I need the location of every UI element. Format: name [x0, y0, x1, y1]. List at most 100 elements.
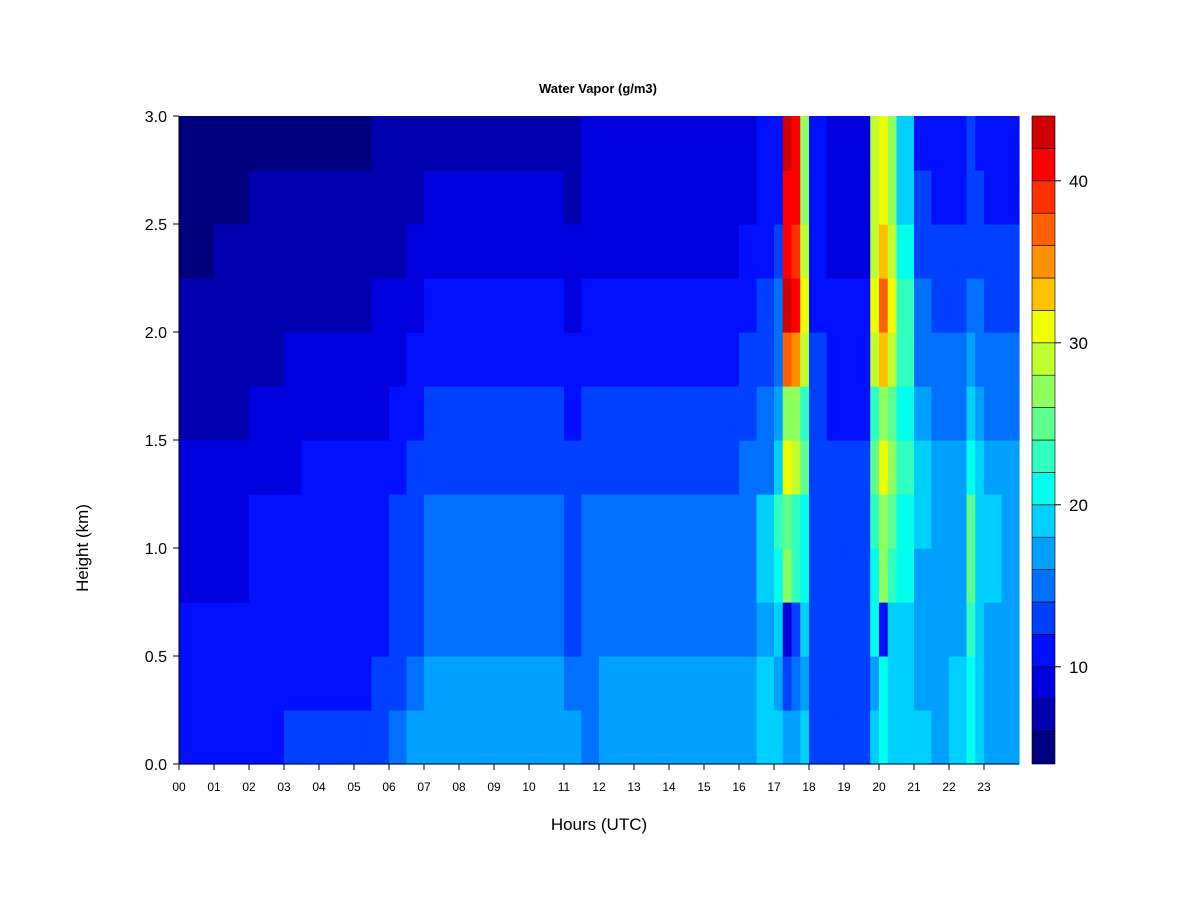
heatmap-cell	[389, 656, 408, 711]
heatmap-cell	[301, 278, 320, 333]
heatmap-cell	[721, 548, 740, 603]
heatmap-cell	[179, 170, 198, 225]
heatmap-cell	[406, 602, 425, 657]
heatmap-cell	[651, 440, 670, 495]
heatmap-cell	[887, 332, 898, 387]
heatmap-cell	[179, 494, 198, 549]
heatmap-cell	[424, 224, 443, 279]
heatmap-cell	[284, 656, 303, 711]
colorbar-segment	[1031, 180, 1056, 214]
heatmap-cell	[914, 224, 933, 279]
heatmap-cell	[782, 440, 793, 495]
heatmap-cell	[896, 440, 915, 495]
heatmap-cell	[441, 710, 460, 765]
heatmap-cell	[564, 602, 583, 657]
heatmap-cell	[949, 440, 968, 495]
heatmap-cell	[756, 602, 775, 657]
heatmap-cell	[914, 656, 933, 711]
heatmap-cell	[809, 548, 828, 603]
heatmap-cell	[914, 170, 933, 225]
heatmap-cell	[704, 116, 723, 171]
heatmap-cell	[284, 116, 303, 171]
heatmap-cell	[196, 494, 215, 549]
heatmap-cell	[319, 656, 338, 711]
heatmap-cell	[389, 710, 408, 765]
heatmap-cell	[984, 116, 1003, 171]
heatmap-cell	[266, 224, 285, 279]
heatmap-cell	[739, 332, 758, 387]
heatmap-cell	[231, 440, 250, 495]
heatmap-cell	[949, 224, 968, 279]
heatmap-cell	[791, 656, 801, 711]
heatmap-cell	[984, 656, 1003, 711]
heatmap-cell	[511, 656, 530, 711]
heatmap-cell	[476, 548, 495, 603]
heatmap-cell	[284, 170, 303, 225]
heatmap-cell	[459, 278, 478, 333]
heatmap-cell	[284, 494, 303, 549]
heatmap-cell	[599, 332, 618, 387]
heatmap-cell	[887, 170, 898, 225]
heatmap-cell	[686, 494, 705, 549]
heatmap-cell	[406, 332, 425, 387]
heatmap-cell	[887, 548, 898, 603]
heatmap-cell	[301, 656, 320, 711]
heatmap-cell	[879, 602, 889, 657]
heatmap-cell	[879, 494, 889, 549]
heatmap-cell	[826, 710, 845, 765]
heatmap-cell	[984, 710, 1003, 765]
heatmap-cell	[826, 278, 845, 333]
heatmap-cell	[179, 656, 198, 711]
y-tick-label: 2.0	[145, 325, 167, 342]
heatmap-cell	[721, 656, 740, 711]
heatmap-cell	[721, 116, 740, 171]
heatmap-cell	[651, 278, 670, 333]
heatmap-cell	[896, 170, 915, 225]
heatmap-cell	[336, 548, 355, 603]
heatmap-cell	[809, 494, 828, 549]
heatmap-cell	[231, 170, 250, 225]
heatmap-cell	[564, 386, 583, 441]
heatmap-cell	[494, 386, 513, 441]
heatmap-cell	[284, 602, 303, 657]
x-tick-label: 17	[767, 780, 781, 794]
heatmap-cell	[616, 602, 635, 657]
heatmap-cell	[800, 602, 810, 657]
heatmap-cell	[809, 224, 828, 279]
heatmap-cell	[634, 116, 653, 171]
heatmap-cell	[354, 332, 373, 387]
heatmap-cell	[616, 278, 635, 333]
heatmap-cell	[336, 170, 355, 225]
heatmap-cell	[564, 548, 583, 603]
heatmap-cell	[739, 656, 758, 711]
y-axis: 0.0 0.5 1.0 1.5 2.0 2.5 3.0	[145, 109, 180, 774]
heatmap-cell	[984, 494, 1003, 549]
heatmap-cell	[800, 170, 810, 225]
heatmap-cell	[887, 710, 898, 765]
heatmap-cell	[791, 116, 801, 171]
heatmap-cell	[214, 224, 233, 279]
heatmap-cell	[249, 602, 268, 657]
heatmap-cell	[861, 278, 871, 333]
heatmap-cell	[782, 116, 793, 171]
heatmap-cell	[861, 602, 871, 657]
heatmap-cell	[669, 602, 688, 657]
heatmap-cell	[231, 494, 250, 549]
heatmap-cell	[494, 656, 513, 711]
heatmap-cell	[931, 710, 950, 765]
heatmap-cell	[494, 332, 513, 387]
y-tick-label: 1.5	[145, 433, 167, 450]
heatmap-cell	[739, 710, 758, 765]
heatmap-cell	[266, 602, 285, 657]
heatmap-cell	[809, 170, 828, 225]
heatmap-cell	[756, 548, 775, 603]
heatmap-cell	[721, 332, 740, 387]
heatmap-cell	[949, 386, 968, 441]
heatmap-cell	[984, 170, 1003, 225]
heatmap-cell	[266, 710, 285, 765]
heatmap-cell	[949, 710, 968, 765]
heatmap-cell	[844, 494, 863, 549]
heatmap-cell	[441, 332, 460, 387]
heatmap-cell	[214, 602, 233, 657]
heatmap-cell	[424, 494, 443, 549]
